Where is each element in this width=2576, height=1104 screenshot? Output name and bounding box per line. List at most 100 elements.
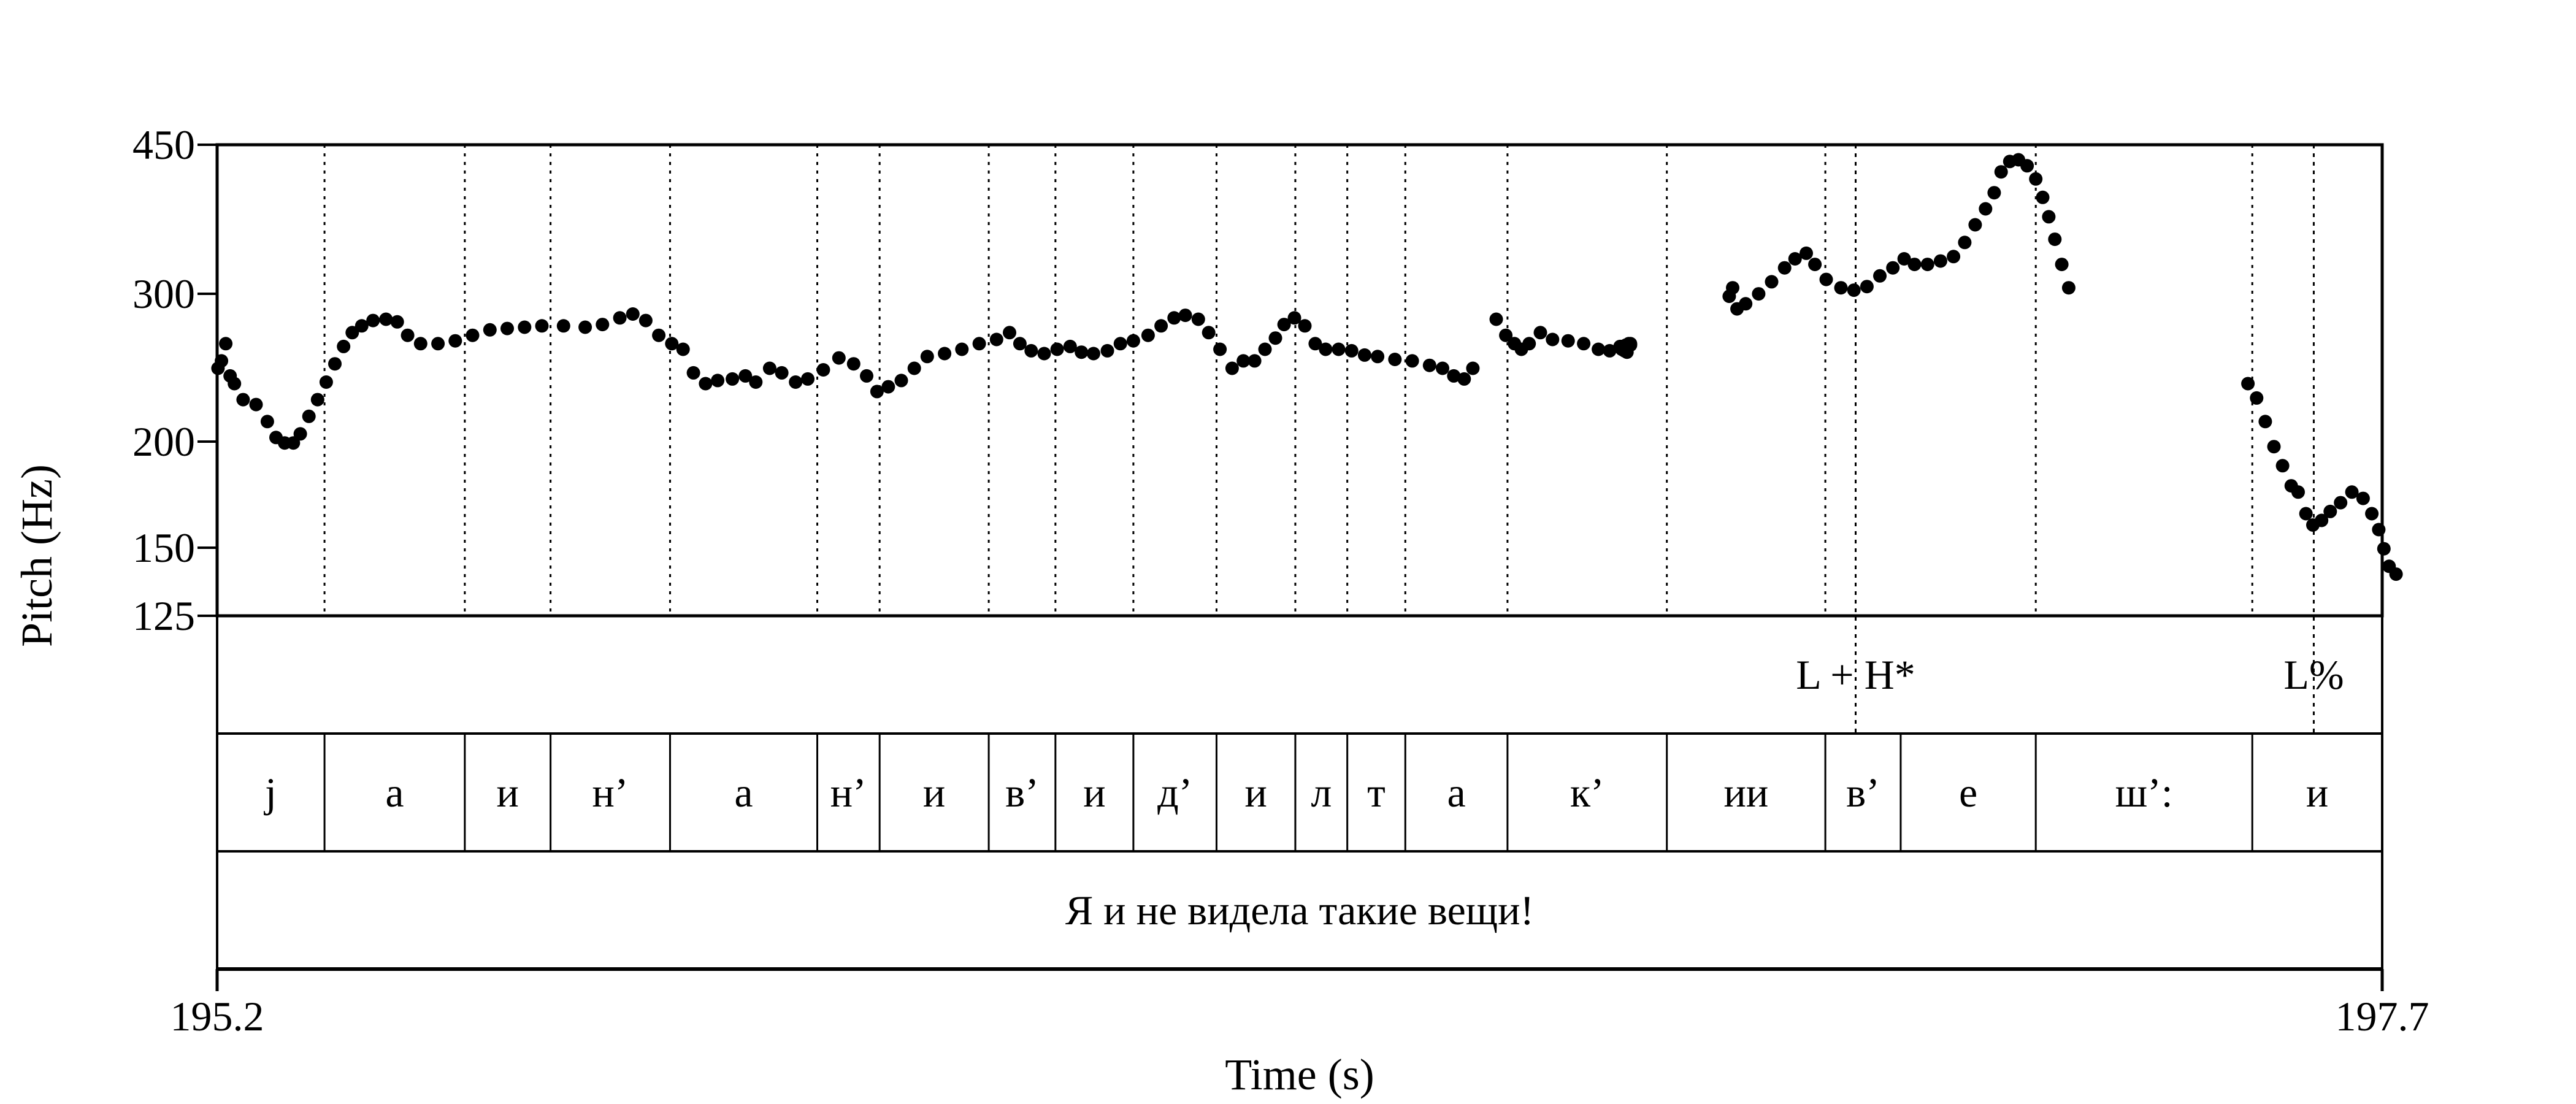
segment-label: т	[1367, 769, 1386, 816]
pitch-point	[2055, 258, 2069, 272]
pitch-point	[1457, 372, 1471, 386]
pitch-point	[1405, 354, 1419, 368]
pitch-point	[293, 427, 307, 441]
x-tick-label-start: 195.2	[171, 993, 264, 1040]
pitch-point	[1800, 246, 1813, 260]
pitch-point	[1024, 343, 1038, 358]
pitch-point	[1277, 318, 1291, 332]
pitch-point	[1987, 186, 2001, 200]
pitch-point	[1752, 287, 1766, 301]
pitch-point	[431, 337, 445, 351]
pitch-point	[1994, 165, 2008, 179]
pitch-point	[401, 328, 415, 342]
pitch-point	[1236, 354, 1251, 368]
segment-label: и	[2306, 769, 2328, 816]
pitch-point	[466, 328, 480, 342]
pitch-point	[328, 357, 342, 371]
pitch-point	[920, 350, 934, 364]
pitch-point	[686, 366, 700, 380]
pitch-point	[1847, 283, 1861, 297]
tone-label: L%	[2283, 651, 2344, 698]
pitch-point	[448, 334, 462, 348]
pitch-point	[2356, 491, 2370, 505]
pitch-point	[366, 313, 380, 328]
pitch-point	[881, 380, 895, 394]
pitch-point	[1886, 261, 1900, 275]
sentence-label: Я и не видела такие вещи!	[1065, 887, 1534, 933]
segment-label: в’	[1846, 769, 1880, 816]
pitch-point	[1765, 275, 1779, 289]
pitch-point	[711, 374, 725, 388]
segment-label: л	[1311, 769, 1332, 816]
pitch-point	[337, 339, 351, 353]
pitch-point	[907, 361, 921, 375]
pitch-point	[1063, 339, 1077, 353]
x-tick-label-end: 197.7	[2336, 993, 2429, 1040]
pitch-point	[1968, 218, 1982, 232]
pitch-point	[1202, 326, 1216, 340]
pitch-point	[2299, 507, 2313, 521]
segment-label: j	[264, 769, 277, 816]
y-tick-label-125: 125	[132, 592, 195, 639]
pitch-point	[483, 323, 497, 337]
pitch-point	[1947, 250, 1961, 264]
pitch-point	[1388, 353, 1402, 366]
x-axis-title: Time (s)	[1225, 1050, 1374, 1099]
pitch-point	[738, 369, 753, 383]
pitch-point	[2241, 377, 2255, 391]
pitch-point	[1739, 297, 1753, 311]
pitch-point	[1037, 347, 1051, 361]
pitch-point	[832, 351, 846, 365]
pitch-point	[2345, 485, 2359, 499]
pitch-point	[1308, 337, 1322, 351]
pitch-point	[2061, 281, 2076, 295]
pitch-point	[1003, 326, 1016, 340]
pitch-point	[699, 377, 713, 391]
pitch-point	[1920, 258, 1934, 272]
pitch-point	[1546, 332, 1560, 347]
pitch-point	[319, 375, 333, 389]
segment-label: и	[923, 769, 945, 816]
pitch-point	[578, 320, 592, 334]
pitch-point	[652, 328, 666, 342]
y-tick-label-450: 450	[132, 121, 195, 168]
segment-tier-frame	[216, 732, 2383, 853]
segment-label: и	[1083, 769, 1105, 816]
pitch-point	[1466, 361, 1480, 375]
pitch-point	[500, 321, 514, 335]
pitch-point	[2020, 159, 2034, 173]
pitch-point	[1788, 252, 1802, 266]
pitch-point	[2258, 415, 2272, 429]
pitch-point	[2042, 210, 2056, 224]
pitch-point	[2323, 504, 2337, 518]
pitch-point	[1620, 339, 1634, 353]
pitch-point	[1298, 319, 1312, 333]
pitch-point	[665, 337, 679, 351]
pitch-point	[413, 337, 427, 351]
pitch-point	[310, 393, 324, 407]
pitch-point	[1178, 309, 1192, 323]
tone-label: L + H*	[1796, 651, 1915, 698]
tone-tier-frame	[216, 615, 2383, 735]
pitch-point	[535, 319, 549, 333]
pitch-point	[1447, 369, 1461, 383]
pitch-point	[1126, 334, 1140, 348]
pitch-point	[2334, 496, 2348, 510]
pitch-point	[2275, 459, 2290, 473]
pitch-point	[1258, 342, 1272, 356]
pitch-point	[1873, 269, 1887, 283]
pitch-point	[2048, 232, 2062, 247]
pitch-point	[1167, 311, 1181, 325]
pitch-point	[676, 342, 690, 356]
segment-label: д’	[1157, 769, 1192, 816]
pitch-point	[1933, 254, 1947, 268]
pitch-point	[1819, 272, 1833, 286]
pitch-point	[1422, 358, 1436, 372]
pitch-point	[379, 312, 393, 326]
pitch-point	[596, 318, 610, 332]
pitch-point	[938, 347, 952, 361]
segment-tier: j а и н’ а н’ и в’ и д’ и л т а к’ ии в’ е ш’: и	[264, 734, 2328, 851]
pitch-point	[1086, 347, 1100, 361]
pitch-point	[1013, 337, 1027, 351]
